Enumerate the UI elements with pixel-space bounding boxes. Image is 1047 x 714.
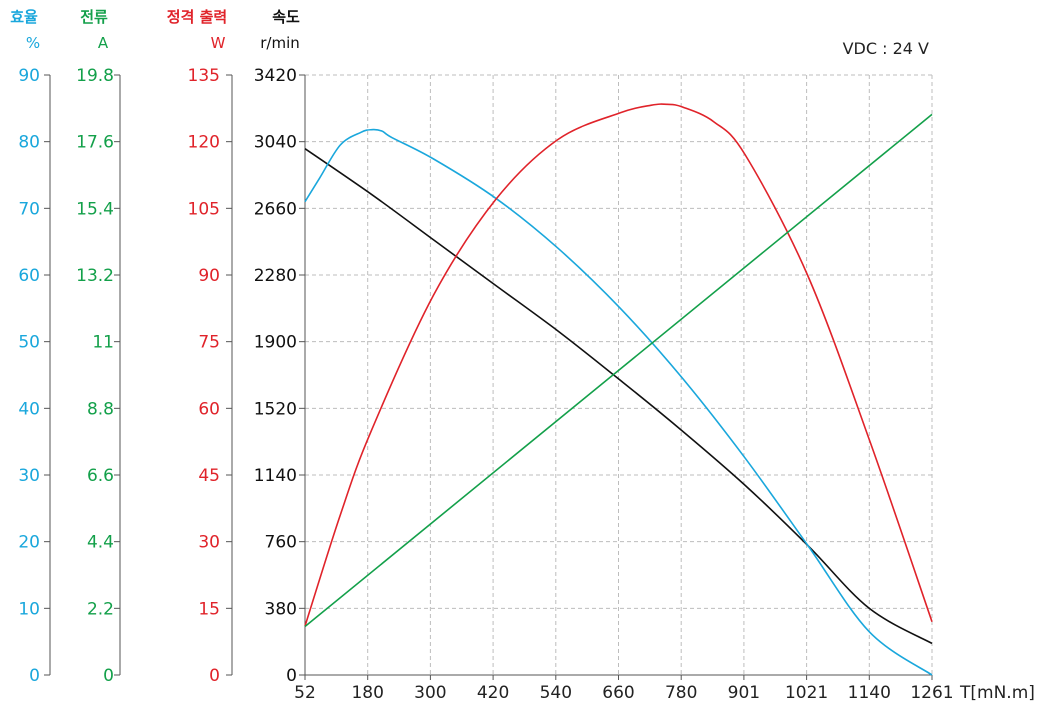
current-tick-label: 17.6 [76, 133, 114, 153]
current-tick-label: 6.6 [87, 466, 114, 486]
x-tick-label: 540 [540, 683, 572, 703]
power-tick-label: 0 [209, 666, 220, 686]
speed-axis-title: 속도 [272, 8, 300, 26]
efficiency-axis-unit: % [26, 34, 40, 52]
speed-tick-label: 0 [286, 666, 297, 686]
x-tick-label: 52 [294, 683, 316, 703]
power-tick-label: 45 [198, 466, 220, 486]
power-tick-label: 30 [198, 533, 220, 553]
speed-tick-label: 760 [265, 533, 297, 553]
current-tick-label: 2.2 [87, 599, 114, 619]
speed-tick-label: 3420 [254, 66, 297, 86]
efficiency-tick-label: 0 [29, 666, 40, 686]
speed-tick-label: 1140 [254, 466, 297, 486]
power-axis-unit: W [211, 34, 226, 52]
x-tick-label: 420 [477, 683, 509, 703]
x-tick-label: 1261 [910, 683, 953, 703]
speed-tick-label: 3040 [254, 133, 297, 153]
power-tick-label: 15 [198, 599, 220, 619]
efficiency-tick-label: 60 [18, 266, 40, 286]
x-tick-label: 901 [728, 683, 760, 703]
speed-tick-label: 1900 [254, 333, 297, 353]
efficiency-tick-label: 80 [18, 133, 40, 153]
efficiency-tick-label: 50 [18, 333, 40, 353]
efficiency-tick-label: 40 [18, 399, 40, 419]
tick-labels: 90 80 70 60 50 40 30 20 10 0 19.8 17.6 15.4 13.2 11 8.8… [18, 66, 953, 703]
axes [44, 74, 933, 680]
x-tick-label: 1140 [848, 683, 891, 703]
power-axis-title: 정격 출력 [167, 8, 227, 26]
grid [305, 74, 933, 675]
current-tick-label: 11 [92, 333, 114, 353]
current-tick-label: 0 [103, 666, 114, 686]
current-tick-label: 8.8 [87, 399, 114, 419]
speed-axis-unit: r/min [260, 34, 300, 52]
efficiency-tick-label: 90 [18, 66, 40, 86]
efficiency-axis-title: 효율 [10, 8, 38, 26]
voltage-annotation: VDC : 24 V [843, 39, 929, 58]
power-tick-label: 90 [198, 266, 220, 286]
current-axis-unit: A [98, 34, 109, 52]
curves [304, 103, 933, 676]
efficiency-tick-label: 70 [18, 199, 40, 219]
power-tick-label: 120 [188, 133, 220, 153]
speed-curve [304, 148, 933, 645]
efficiency-tick-label: 30 [18, 466, 40, 486]
x-tick-label: 180 [351, 683, 383, 703]
x-tick-label: 300 [414, 683, 446, 703]
x-axis-label: T[mN.m] [959, 683, 1035, 703]
efficiency-tick-label: 10 [18, 599, 40, 619]
power-tick-label: 105 [188, 199, 220, 219]
power-tick-label: 75 [198, 333, 220, 353]
speed-tick-label: 2280 [254, 266, 297, 286]
power-tick-label: 135 [188, 66, 220, 86]
current-tick-label: 4.4 [87, 533, 114, 553]
power-curve [304, 103, 933, 627]
current-tick-label: 13.2 [76, 266, 114, 286]
efficiency-curve [304, 128, 933, 676]
current-tick-label: 19.8 [76, 66, 114, 86]
speed-tick-label: 1520 [254, 399, 297, 419]
x-tick-label: 780 [665, 683, 697, 703]
current-axis-title: 전류 [80, 8, 108, 26]
x-tick-label: 660 [602, 683, 634, 703]
current-curve [304, 113, 933, 628]
x-tick-label: 1021 [785, 683, 828, 703]
power-tick-label: 60 [198, 399, 220, 419]
efficiency-tick-label: 20 [18, 533, 40, 553]
speed-tick-label: 380 [265, 599, 297, 619]
current-tick-label: 15.4 [76, 199, 114, 219]
speed-tick-label: 2660 [254, 199, 297, 219]
